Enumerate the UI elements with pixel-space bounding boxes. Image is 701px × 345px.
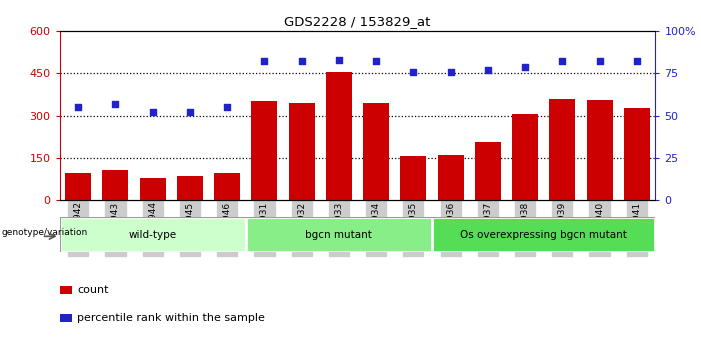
- Title: GDS2228 / 153829_at: GDS2228 / 153829_at: [285, 16, 430, 29]
- Text: wild-type: wild-type: [128, 230, 177, 239]
- Point: [259, 59, 270, 64]
- Point: [184, 109, 196, 115]
- Bar: [624, 108, 650, 200]
- Bar: [326, 72, 352, 200]
- Point: [631, 59, 642, 64]
- Bar: [400, 156, 426, 200]
- Bar: [437, 155, 463, 200]
- Bar: [587, 100, 613, 200]
- Point: [519, 64, 531, 69]
- Text: count: count: [77, 285, 109, 295]
- Bar: [432, 217, 655, 252]
- Point: [557, 59, 568, 64]
- Point: [482, 67, 494, 73]
- Bar: [60, 286, 72, 294]
- Bar: [60, 314, 72, 322]
- Bar: [246, 217, 432, 252]
- Bar: [139, 178, 165, 200]
- Bar: [289, 103, 315, 200]
- Bar: [102, 170, 128, 200]
- Point: [73, 104, 84, 110]
- Point: [371, 59, 382, 64]
- Bar: [252, 101, 278, 200]
- Bar: [60, 217, 246, 252]
- Point: [594, 59, 605, 64]
- Bar: [65, 173, 91, 200]
- Bar: [512, 114, 538, 200]
- Point: [445, 69, 456, 75]
- Point: [408, 69, 419, 75]
- Bar: [214, 173, 240, 200]
- Bar: [550, 99, 576, 200]
- Bar: [363, 103, 389, 200]
- Point: [110, 101, 121, 107]
- Bar: [475, 142, 501, 200]
- Text: percentile rank within the sample: percentile rank within the sample: [77, 313, 265, 323]
- Bar: [177, 176, 203, 200]
- Point: [333, 57, 344, 62]
- Text: Os overexpressing bgcn mutant: Os overexpressing bgcn mutant: [461, 230, 627, 239]
- Point: [147, 109, 158, 115]
- Point: [296, 59, 307, 64]
- Text: genotype/variation: genotype/variation: [1, 228, 88, 237]
- Text: bgcn mutant: bgcn mutant: [306, 230, 372, 239]
- Point: [222, 104, 233, 110]
